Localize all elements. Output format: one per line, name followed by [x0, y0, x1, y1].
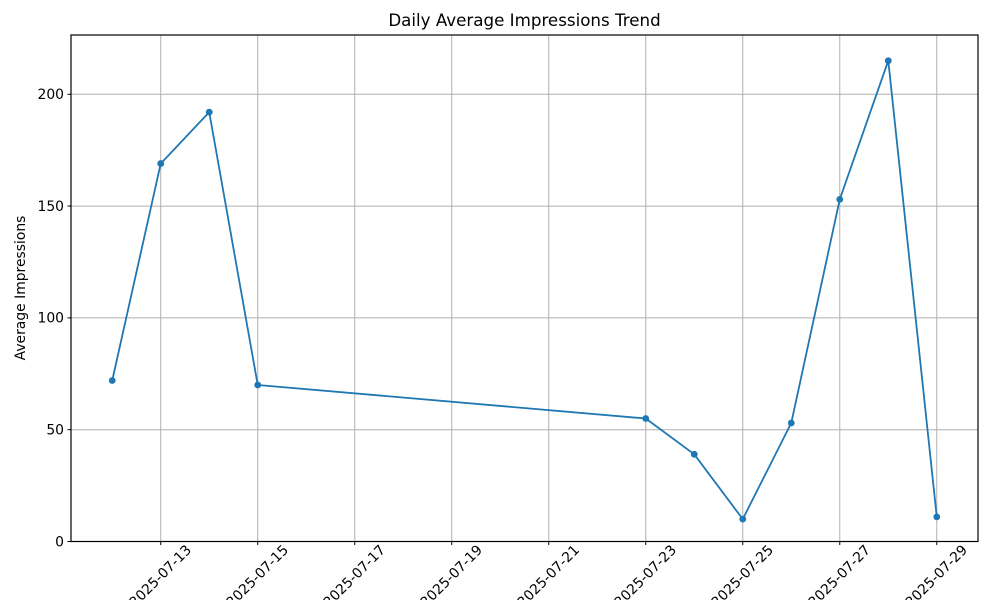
data-point — [884, 57, 892, 65]
data-point — [933, 513, 941, 521]
x-tick-label: 2025-07-15 — [224, 542, 292, 600]
data-point — [157, 160, 165, 167]
y-tick-label: 150 — [37, 199, 64, 215]
data-point — [205, 108, 213, 116]
data-point — [690, 450, 698, 458]
x-tick-label: 2025-07-17 — [321, 542, 389, 600]
x-tick-label: 2025-07-23 — [612, 542, 680, 600]
x-tick-label: 2025-07-13 — [127, 542, 195, 600]
x-tick-label: 2025-07-19 — [418, 542, 486, 600]
y-tick-label: 200 — [37, 87, 64, 103]
data-point — [787, 419, 795, 427]
x-tick-label: 2025-07-27 — [806, 542, 874, 600]
x-tick-label: 2025-07-21 — [515, 542, 583, 600]
y-tick-label: 0 — [55, 534, 64, 550]
data-point — [642, 415, 650, 422]
data-point — [108, 377, 116, 384]
data-point — [254, 381, 262, 389]
data-point — [739, 515, 747, 523]
trend-line — [111, 59, 938, 521]
x-tick-label: 2025-07-25 — [709, 542, 777, 600]
y-tick-label: 50 — [46, 422, 64, 438]
data-series-layer — [108, 57, 941, 523]
y-axis-label: Average Impressions — [13, 216, 29, 361]
y-tick-label: 100 — [37, 311, 64, 327]
chart-title: Daily Average Impressions Trend — [388, 10, 660, 30]
x-tick-label: 2025-07-29 — [903, 542, 971, 600]
plot-border — [70, 34, 979, 543]
data-point — [836, 195, 844, 203]
